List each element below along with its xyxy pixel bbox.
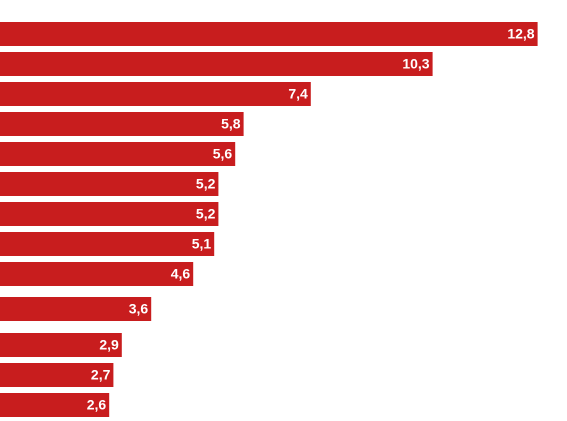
bar [0, 262, 194, 286]
bar [0, 172, 219, 196]
bar [0, 22, 538, 46]
value-label: 7,4 [288, 86, 308, 102]
value-label: 2,7 [91, 367, 111, 383]
value-label: 2,6 [87, 397, 107, 413]
bar [0, 142, 236, 166]
value-label: 3,6 [129, 301, 149, 317]
bar [0, 112, 244, 136]
bar [0, 82, 311, 106]
value-label: 12,8 [507, 26, 534, 42]
bar [0, 297, 152, 321]
value-label: 2,9 [99, 337, 119, 353]
value-label: 5,1 [192, 236, 212, 252]
value-label: 5,2 [196, 176, 216, 192]
value-label: 10,3 [402, 56, 429, 72]
bar [0, 232, 215, 256]
value-label: 4,6 [171, 266, 191, 282]
bar [0, 202, 219, 226]
bar [0, 363, 114, 387]
value-label: 5,2 [196, 206, 216, 222]
bar [0, 52, 433, 76]
bar [0, 333, 122, 357]
bar [0, 393, 110, 417]
value-label: 5,8 [221, 116, 241, 132]
value-label: 5,6 [213, 146, 233, 162]
